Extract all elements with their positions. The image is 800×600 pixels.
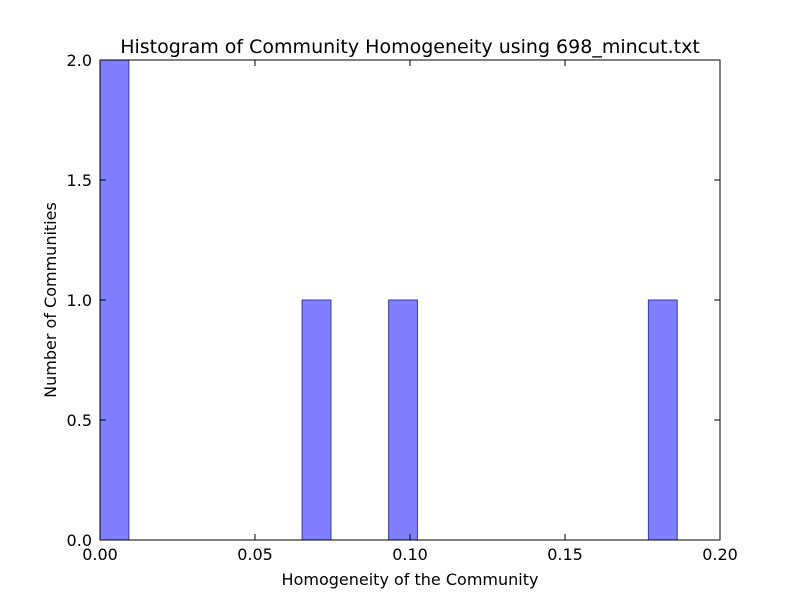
- y-axis-label: Number of Communities: [41, 202, 60, 398]
- y-tick-label: 0.0: [67, 531, 92, 550]
- y-tick-label: 0.5: [67, 411, 92, 430]
- histogram-bar-3: [388, 299, 418, 541]
- y-axis-ticks: 0.0 0.5 1.0 1.5 2.0: [67, 51, 720, 550]
- y-tick-label: 2.0: [67, 51, 92, 70]
- x-tick-label: 0.05: [237, 545, 273, 564]
- x-axis-ticks: 0.00 0.05 0.10 0.15 0.20: [82, 60, 738, 564]
- y-tick-label: 1.0: [67, 291, 92, 310]
- histogram-bar-2: [301, 299, 332, 541]
- x-tick-label: 0.20: [702, 545, 738, 564]
- x-axis-label: Homogeneity of the Community: [282, 570, 539, 589]
- x-tick-label: 0.10: [392, 545, 428, 564]
- bars-group: [99, 59, 678, 541]
- x-tick-label: 0.00: [82, 545, 118, 564]
- x-tick-label: 0.15: [547, 545, 583, 564]
- y-tick-label: 1.5: [67, 171, 92, 190]
- histogram-bar-4: [647, 299, 678, 541]
- chart-title: Histogram of Community Homogeneity using…: [120, 36, 700, 58]
